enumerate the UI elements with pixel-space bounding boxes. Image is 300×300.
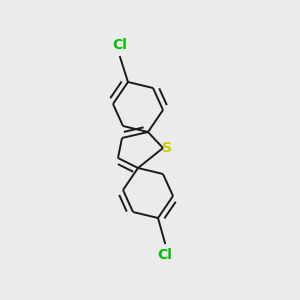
- Text: S: S: [162, 141, 172, 155]
- Text: Cl: Cl: [112, 38, 128, 52]
- Text: Cl: Cl: [158, 248, 172, 262]
